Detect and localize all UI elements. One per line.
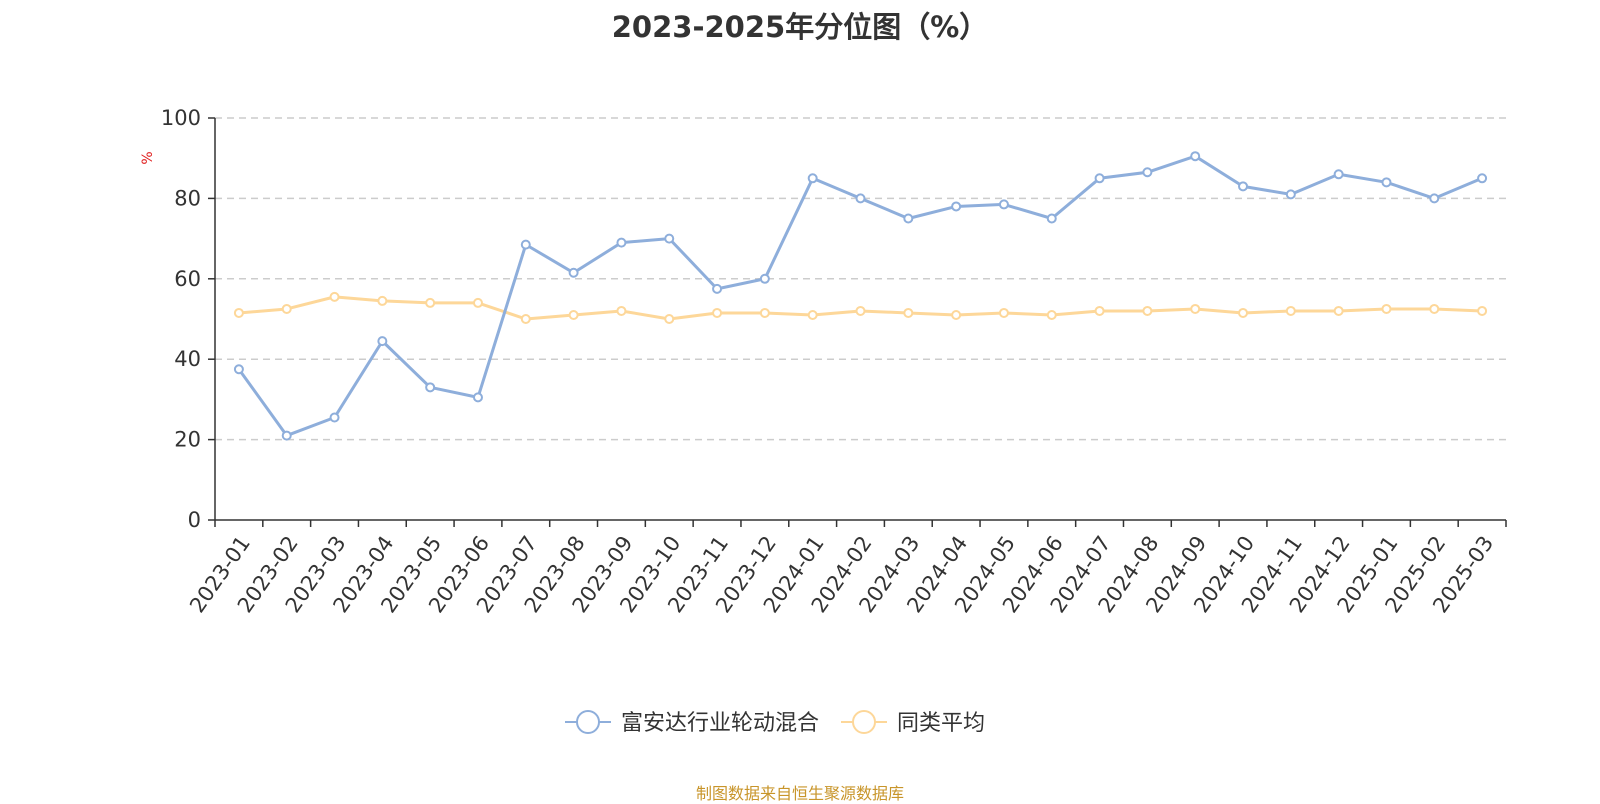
y-tick-label: 100 [161,106,201,130]
data-point [377,336,388,347]
data-point [712,283,723,294]
data-point [1477,305,1488,316]
data-point [1477,173,1488,184]
data-point [1190,303,1201,314]
data-point [712,307,723,318]
data-point [1381,177,1392,188]
legend-marker [576,710,600,734]
y-axis-label: % [140,151,156,164]
series-富安达行业轮动混合 [233,151,1488,441]
data-point [1046,213,1057,224]
data-point [233,364,244,375]
series-同类平均 [233,291,1488,324]
legend-item[interactable]: 富安达行业轮动混合 [565,710,819,736]
data-point [472,392,483,403]
data-point [1238,181,1249,192]
data-point [855,305,866,316]
legend-label: 富安达行业轮动混合 [621,711,819,736]
data-point [329,291,340,302]
y-tick-label: 80 [174,186,201,210]
legend[interactable]: 富安达行业轮动混合 同类平均 [565,710,985,736]
data-point [664,314,675,324]
data-point [281,303,292,314]
data-point [1142,167,1153,178]
source-note: 制图数据来自恒生聚源数据库 [695,784,904,803]
data-point [1142,305,1153,316]
legend-marker [852,710,876,734]
data-point [998,307,1009,318]
data-point [1333,169,1344,180]
data-point [233,307,244,318]
gridlines [215,117,1506,441]
data-point [616,237,627,248]
data-point [281,430,292,441]
y-tick-label: 20 [174,428,201,452]
legend-item[interactable]: 同类平均 [841,710,985,736]
data-point [903,213,914,224]
data-point [903,307,914,318]
data-point [1190,151,1201,162]
data-point [425,297,436,308]
data-point [520,314,531,324]
data-point [568,309,579,320]
data-point [377,295,388,306]
data-point [1094,173,1105,184]
data-point [520,239,531,250]
data-point [1046,309,1057,320]
legend-label: 同类平均 [897,711,985,736]
y-tick-label: 0 [188,508,201,532]
data-point [568,267,579,278]
chart-title: 2023-2025年分位图（%） [611,10,989,44]
data-point [855,193,866,204]
data-point [759,307,770,318]
data-point [951,309,962,320]
data-point [1285,305,1296,316]
data-point [807,309,818,320]
data-point [1285,189,1296,200]
axes: 0204060801002023-012023-022023-032023-04… [161,106,1507,617]
data-point [1094,305,1105,316]
data-point [1429,303,1440,314]
data-point [616,305,627,316]
series [233,151,1488,441]
data-point [807,173,818,184]
data-point [472,297,483,308]
y-tick-label: 60 [174,267,201,291]
data-point [951,201,962,212]
data-point [1238,307,1249,318]
data-point [1381,303,1392,314]
data-point [425,382,436,393]
data-point [1333,305,1344,316]
data-point [664,233,675,244]
data-point [998,199,1009,210]
data-point [329,412,340,423]
data-point [759,273,770,284]
data-point [1429,193,1440,204]
y-tick-label: 40 [174,347,201,371]
